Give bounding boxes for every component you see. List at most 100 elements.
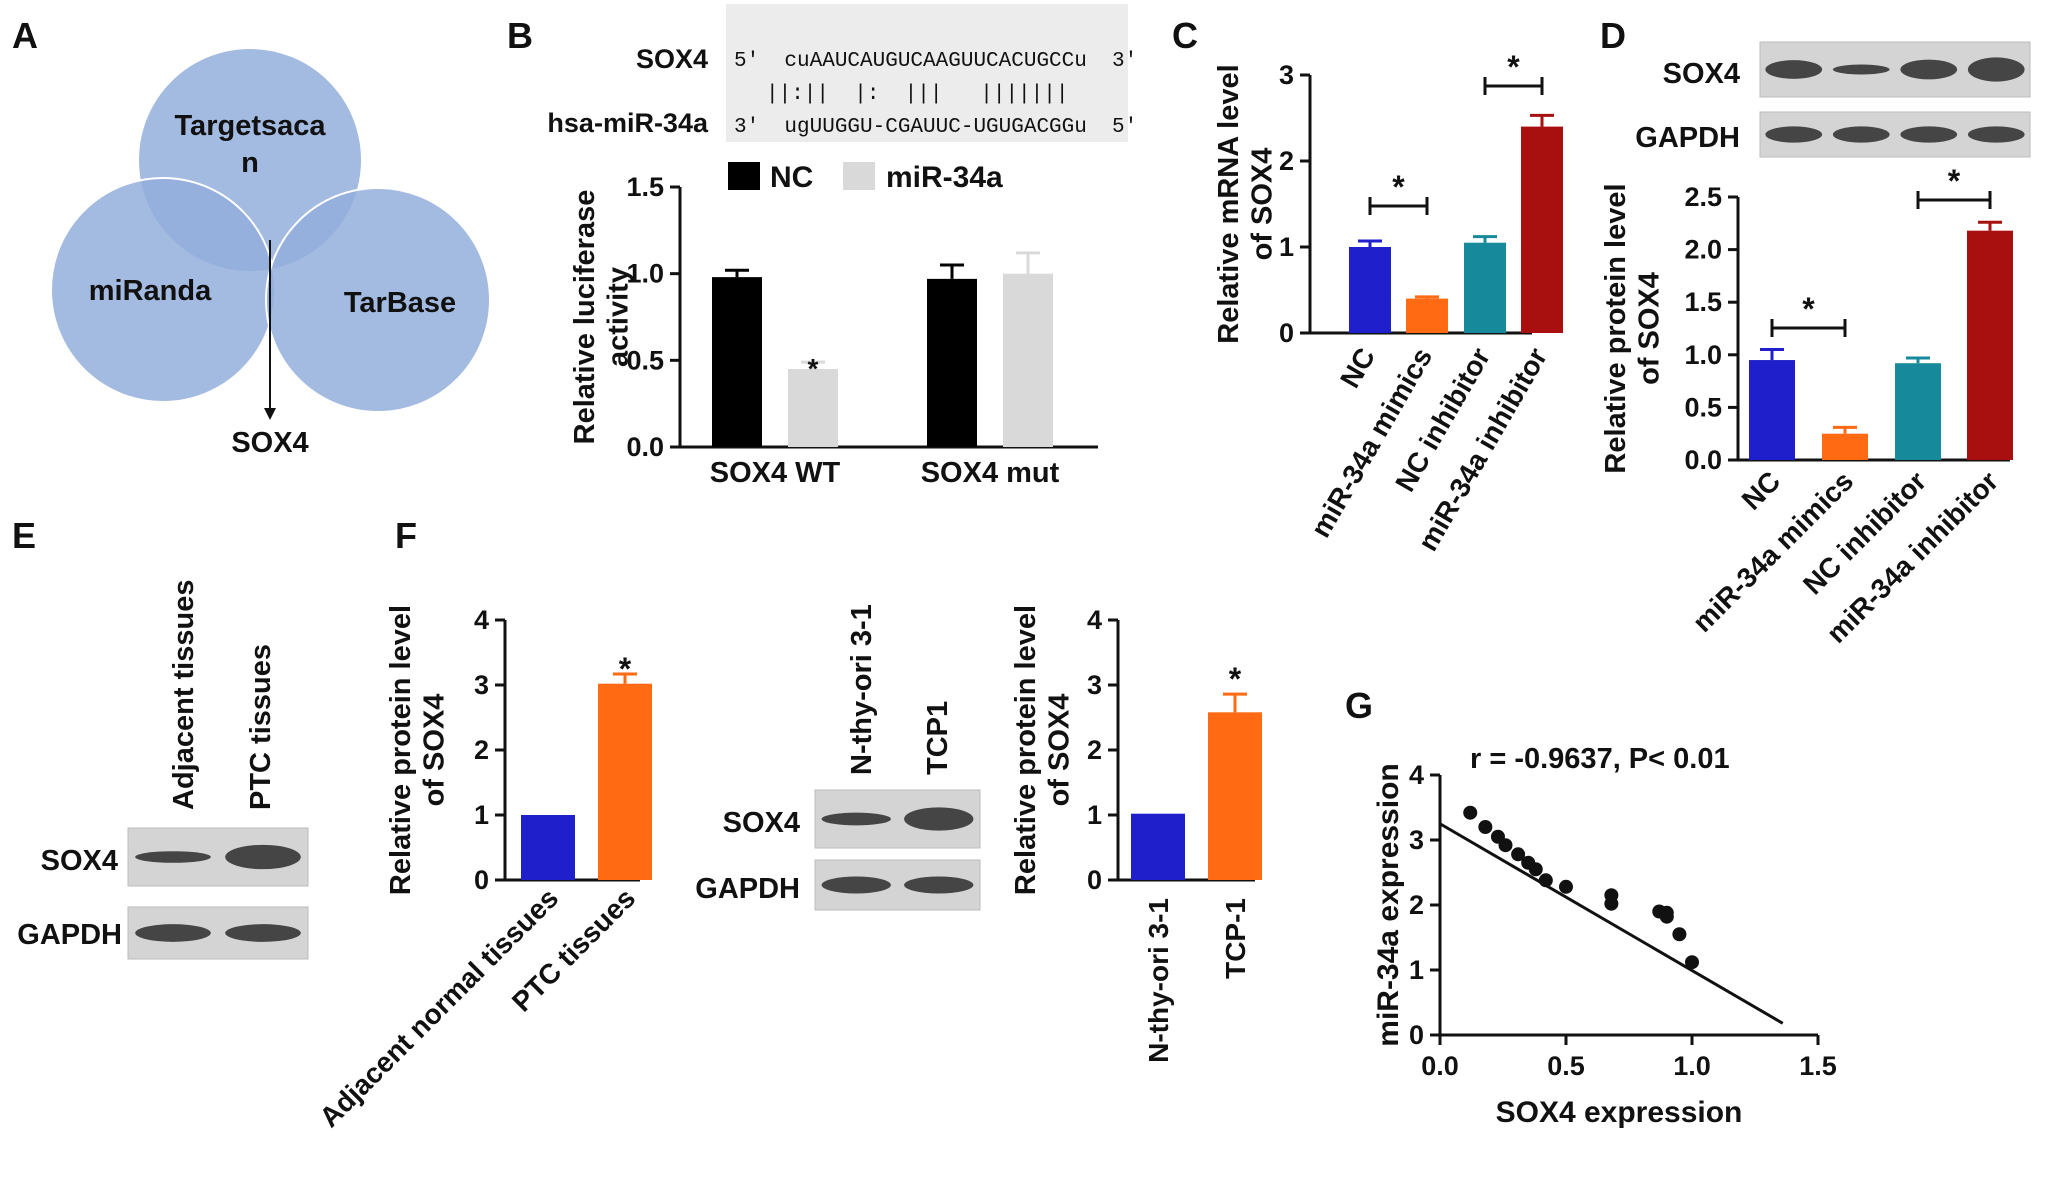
y-tick-label: 3 bbox=[1409, 825, 1424, 855]
y-axis-label-line2: of SOX4 bbox=[1043, 694, 1075, 807]
x-tick-label: 0.5 bbox=[1547, 1051, 1585, 1081]
panel-a-letter: A bbox=[12, 15, 38, 56]
y-tick-label: 2.0 bbox=[1684, 235, 1722, 265]
chart-d-protein: 0.0 0.5 1.0 1.5 2.0 2.5 Relative protein level… bbox=[1600, 163, 2013, 649]
y-tick-label: 2 bbox=[1409, 890, 1424, 920]
x-tick-label: 1.5 bbox=[1799, 1051, 1837, 1081]
scatter-point bbox=[1604, 896, 1619, 911]
venn-label-miranda: miRanda bbox=[89, 275, 212, 307]
x-tick-label: SOX4 mut bbox=[921, 457, 1060, 489]
y-tick-label: 2.5 bbox=[1684, 182, 1722, 212]
significance-star: * bbox=[808, 353, 819, 384]
x-tick-label: NC bbox=[1334, 343, 1381, 394]
legend-label-mir34a: miR-34a bbox=[886, 161, 1003, 194]
regression-line bbox=[1439, 822, 1784, 1025]
y-tick-label: 4 bbox=[474, 605, 489, 635]
significance-star: * bbox=[1802, 291, 1815, 327]
blot-d-sox4-band bbox=[1900, 59, 1958, 80]
y-axis-label-line2: activity bbox=[602, 267, 634, 367]
panel-b: B SOX4 hsa-miR-34a 5' cuAAUCAUGUCAAGUUCA… bbox=[507, 4, 1137, 489]
venn-arrow-head bbox=[264, 408, 276, 420]
y-tick-label: 1 bbox=[1279, 232, 1294, 262]
scatter-point bbox=[1511, 847, 1526, 862]
bar bbox=[712, 277, 762, 447]
y-tick-label: 3 bbox=[1087, 670, 1102, 700]
blot-d-gapdh-band bbox=[1765, 126, 1823, 143]
blot-d-sox4-band bbox=[1967, 57, 2025, 82]
panel-g: G 0 1 2 3 4 0.0 0.5 1.0 1.5 SOX4 expression miR-34… bbox=[1345, 685, 1837, 1129]
significance-star: * bbox=[1392, 169, 1405, 205]
x-tick-label: N-thy-ori 3-1 bbox=[1143, 898, 1174, 1063]
correlation-annotation: r = -0.9637, P< 0.01 bbox=[1470, 743, 1730, 775]
scatter-point bbox=[1463, 805, 1478, 820]
chart-g-correlation: 0 1 2 3 4 0.0 0.5 1.0 1.5 SOX4 expression miR-34a … bbox=[1372, 743, 1837, 1129]
y-tick-label: 0.0 bbox=[626, 432, 664, 462]
y-axis-label-line1: Relative protein level bbox=[1010, 605, 1042, 895]
x-tick-label: 1.0 bbox=[1673, 1051, 1711, 1081]
seq-name-mir34a: hsa-miR-34a bbox=[547, 108, 709, 138]
panel-b-letter: B bbox=[507, 15, 533, 56]
y-tick-label: 1 bbox=[1409, 955, 1424, 985]
blot-d-gapdh-band bbox=[1832, 126, 1890, 143]
y-tick-label: 1.5 bbox=[1684, 287, 1722, 317]
y-tick-label: 0 bbox=[1279, 318, 1294, 348]
blot-label-gapdh: GAPDH bbox=[695, 873, 800, 905]
blot-f-sox4-band bbox=[904, 807, 974, 831]
y-tick-label: 2 bbox=[1279, 146, 1294, 176]
lane-label: N-thy-ori 3-1 bbox=[846, 604, 878, 775]
venn-diagram: Targetsaca n miRanda TarBase SOX4 bbox=[50, 47, 491, 459]
panel-g-letter: G bbox=[1345, 685, 1373, 726]
blot-label-sox4: SOX4 bbox=[41, 845, 118, 877]
x-tick-label: SOX4 WT bbox=[710, 457, 841, 489]
y-tick-label: 1.0 bbox=[1684, 340, 1722, 370]
bar bbox=[1464, 242, 1506, 333]
venn-label-targetscan-line2: n bbox=[241, 147, 259, 179]
x-tick-label: NC bbox=[1736, 465, 1787, 516]
bar bbox=[598, 683, 652, 880]
y-tick-label: 4 bbox=[1409, 760, 1424, 790]
blot-e-gapdh-band bbox=[225, 924, 301, 942]
lane-label: TCP1 bbox=[922, 701, 954, 775]
blot-d-gapdh-band bbox=[1967, 126, 2025, 143]
bar bbox=[1822, 433, 1868, 460]
bar bbox=[1406, 298, 1448, 333]
western-blot-f: SOX4 GAPDH N-thy-ori 3-1 TCP1 bbox=[695, 604, 981, 911]
scatter-point bbox=[1498, 838, 1513, 853]
significance-star: * bbox=[1507, 49, 1520, 85]
bar bbox=[1003, 273, 1053, 447]
lane-label: PTC tissues bbox=[245, 644, 277, 810]
bar bbox=[1895, 363, 1941, 460]
legend-swatch-mir34a bbox=[843, 162, 875, 190]
venn-circle-tarbase bbox=[265, 187, 491, 413]
blot-label-gapdh: GAPDH bbox=[17, 919, 122, 951]
bar bbox=[1967, 230, 2013, 460]
bar bbox=[927, 278, 977, 447]
y-tick-label: 1.5 bbox=[626, 172, 664, 202]
blot-d-sox4-band bbox=[1832, 64, 1890, 75]
bar bbox=[1349, 247, 1391, 333]
chart-f-cells: 0 1 2 3 4 Relative protein level of SOX4 N-thy-… bbox=[1010, 605, 1262, 1063]
y-axis-label-line2: of SOX4 bbox=[418, 694, 450, 807]
significance-star: * bbox=[619, 651, 632, 687]
blot-d-sox4-band bbox=[1765, 60, 1823, 79]
scatter-point bbox=[1528, 862, 1543, 877]
significance-star: * bbox=[1229, 661, 1242, 697]
blot-label-gapdh: GAPDH bbox=[1635, 122, 1740, 154]
seq-sox4: 5' cuAAUCAUGUCAAGUUCACUGCCu 3' bbox=[734, 50, 1137, 73]
seq-name-sox4: SOX4 bbox=[636, 44, 708, 74]
y-tick-label: 0.0 bbox=[1684, 445, 1722, 475]
y-axis-label-line1: Relative mRNA level bbox=[1213, 64, 1245, 343]
y-tick-label: 0.5 bbox=[626, 345, 664, 375]
bar bbox=[1749, 360, 1795, 460]
y-axis-label: miR-34a expression bbox=[1372, 763, 1405, 1046]
bar bbox=[1521, 126, 1563, 333]
blot-label-sox4: SOX4 bbox=[1663, 58, 1740, 90]
scatter-point bbox=[1685, 955, 1699, 970]
blot-e-gapdh-band bbox=[135, 924, 211, 942]
y-tick-label: 0 bbox=[1409, 1020, 1424, 1050]
blot-d-gapdh-band bbox=[1900, 126, 1958, 143]
